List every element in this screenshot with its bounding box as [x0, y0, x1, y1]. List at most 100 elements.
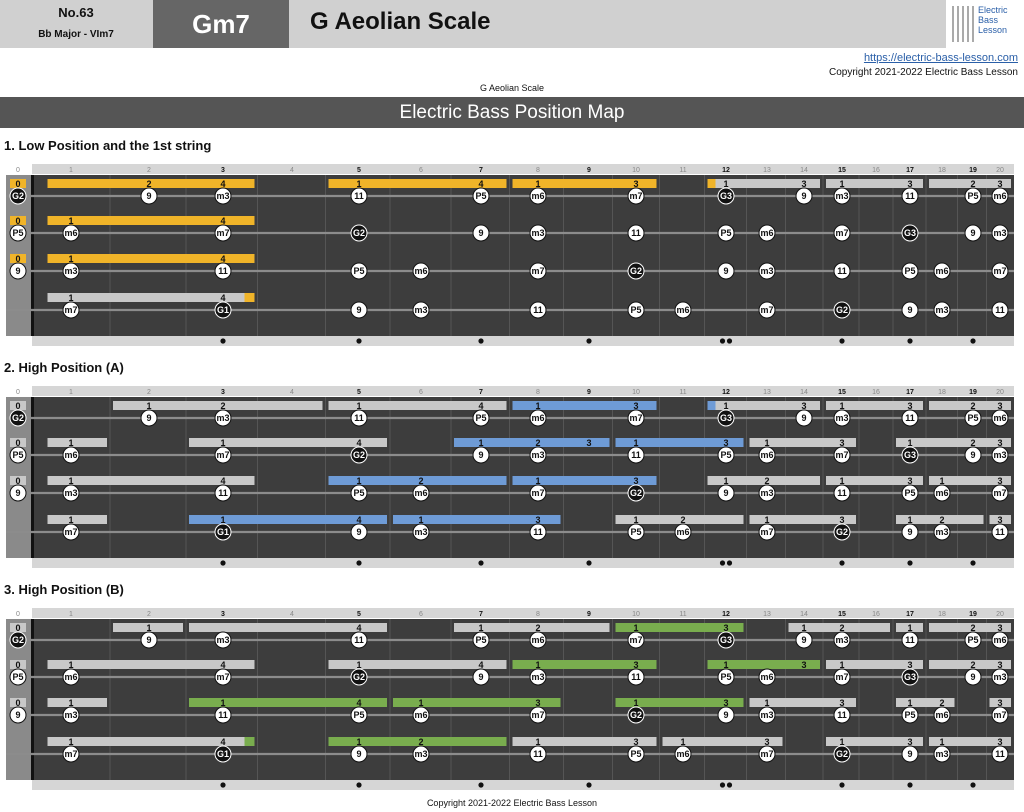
- note-label: m6: [64, 450, 77, 460]
- finger-number: 3: [723, 438, 728, 448]
- note-label: m7: [835, 450, 848, 460]
- fingering-bar: [10, 698, 26, 707]
- fret-number: 1: [69, 611, 73, 618]
- note-label: m7: [760, 749, 773, 759]
- finger-number: 2: [970, 660, 975, 670]
- note-label: P5: [475, 413, 486, 423]
- note-label: 9: [907, 749, 912, 759]
- finger-number: 2: [764, 476, 769, 486]
- fingering-bar: [615, 623, 744, 632]
- note-circle: [833, 187, 851, 205]
- note-circle: [901, 631, 919, 649]
- note-label: 9: [970, 228, 975, 238]
- note-label: m6: [64, 228, 77, 238]
- note-circle: [529, 446, 547, 464]
- fret-number: 12: [722, 167, 730, 174]
- note-circle: [991, 745, 1009, 763]
- fingering-bar: [512, 660, 657, 669]
- note-label: m3: [64, 710, 77, 720]
- note-label: P5: [967, 413, 978, 423]
- fret-number: 16: [872, 167, 880, 174]
- note-circle: [717, 484, 735, 502]
- finger-number: 1: [839, 476, 844, 486]
- note-circle: [214, 224, 232, 242]
- finger-number: 2: [970, 179, 975, 189]
- note-circle: [214, 706, 232, 724]
- note-label: m3: [531, 672, 544, 682]
- note-circle: [412, 706, 430, 724]
- note-label: m6: [531, 413, 544, 423]
- finger-number: 1: [907, 623, 912, 633]
- finger-number: 3: [801, 401, 806, 411]
- inlay-dot: [970, 782, 976, 788]
- fingering-bar: [512, 401, 657, 410]
- note-label: 11: [218, 710, 228, 720]
- fret-number-strip: [32, 608, 1014, 618]
- note-circle: [472, 409, 490, 427]
- note-circle: [933, 484, 951, 502]
- finger-number: 4: [220, 737, 225, 747]
- note-circle: [991, 224, 1009, 242]
- fret-number: 5: [357, 611, 361, 618]
- note-circle: [529, 668, 547, 686]
- finger-number: 4: [220, 179, 225, 189]
- fret-number: 1: [69, 167, 73, 174]
- note-label: 11: [218, 266, 228, 276]
- finger-number: 3: [801, 660, 806, 670]
- fingering-bar: [328, 401, 507, 410]
- finger-number: 0: [15, 623, 20, 633]
- finger-number: 1: [535, 737, 540, 747]
- fret-number-strip: [32, 164, 1014, 174]
- note-label: 9: [15, 710, 20, 720]
- note-label: m3: [531, 228, 544, 238]
- finger-number: 4: [220, 293, 225, 303]
- note-label: m7: [216, 450, 229, 460]
- note-circle: [758, 301, 776, 319]
- fingering-bar: [10, 623, 26, 632]
- finger-number: 3: [801, 179, 806, 189]
- site-url-link[interactable]: https://electric-bass-lesson.com: [863, 52, 1018, 64]
- inlay-dot: [726, 782, 733, 788]
- note-circle: [901, 523, 919, 541]
- note-circle: [795, 187, 813, 205]
- note-circle: [350, 187, 368, 205]
- fingering-bar: [826, 476, 923, 485]
- note-label: 9: [478, 228, 483, 238]
- finger-number: 2: [535, 623, 540, 633]
- fingering-bar: [749, 438, 856, 447]
- finger-number: 3: [907, 476, 912, 486]
- finger-number: 1: [680, 737, 685, 747]
- note-circle: [717, 262, 735, 280]
- note-circle: [62, 446, 80, 464]
- note-label: P5: [12, 450, 23, 460]
- fret-number: 16: [872, 611, 880, 618]
- finger-number: 4: [478, 660, 483, 670]
- fret-number: 20: [996, 611, 1004, 618]
- note-circle: [529, 484, 547, 502]
- note-label: G2: [353, 450, 365, 460]
- note-circle: [214, 446, 232, 464]
- finger-number: 1: [939, 476, 944, 486]
- finger-number: 0: [15, 698, 20, 708]
- note-label: G1: [217, 305, 229, 315]
- fret-number: 15: [838, 389, 846, 396]
- logo-text: Electric Bass Lesson: [978, 5, 1008, 35]
- inlay-dot: [907, 782, 913, 788]
- note-label: m6: [760, 228, 773, 238]
- note-circle: [833, 301, 851, 319]
- fingering-bar: [896, 698, 955, 707]
- fingering-bar: [47, 438, 107, 447]
- fret-number: 4: [290, 611, 294, 618]
- note-label: m3: [760, 710, 773, 720]
- fret-number: 15: [838, 167, 846, 174]
- finger-number: 1: [146, 623, 151, 633]
- fingering-bar: [10, 476, 26, 485]
- fret-number: 12: [722, 611, 730, 618]
- note-circle: [833, 668, 851, 686]
- finger-number: 1: [478, 623, 483, 633]
- note-label: 11: [354, 635, 364, 645]
- note-label: 11: [905, 635, 915, 645]
- finger-number: 3: [586, 438, 591, 448]
- note-circle: [350, 706, 368, 724]
- fingering-bar: [10, 438, 26, 447]
